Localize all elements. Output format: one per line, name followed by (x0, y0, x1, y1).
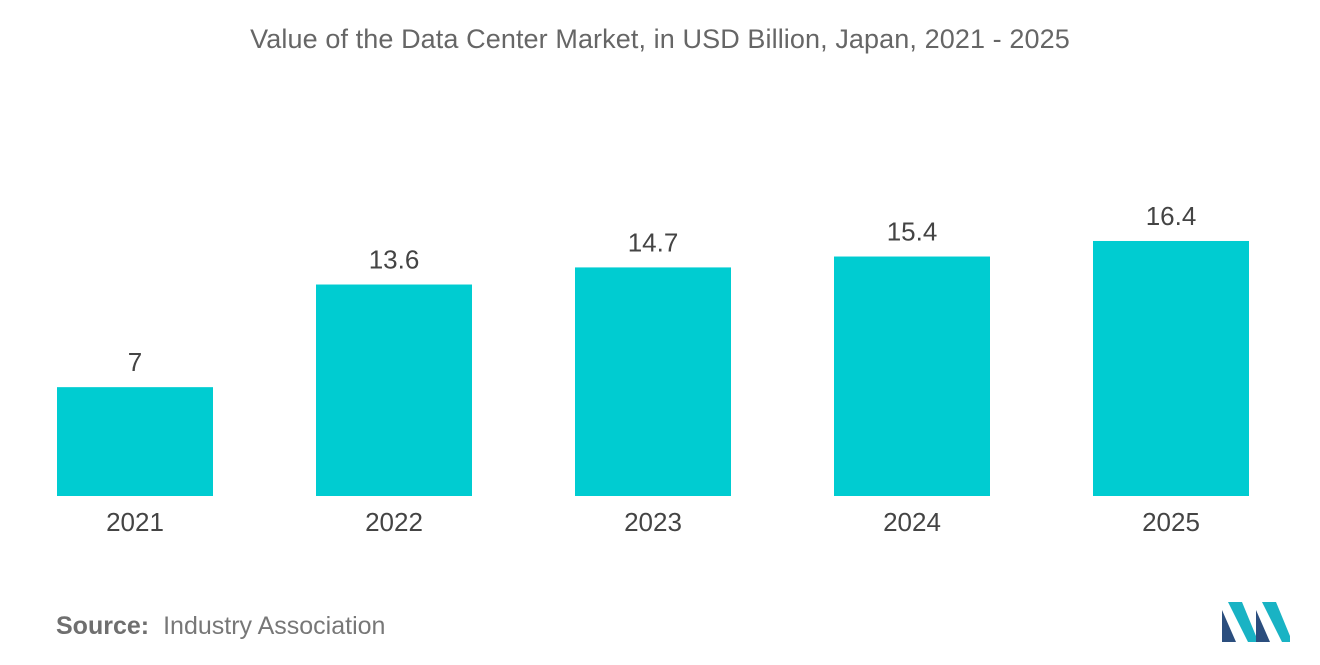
data-label-2022: 13.6 (369, 245, 420, 275)
source-label: Source: (56, 612, 150, 640)
x-tick-label-2023: 2023 (624, 507, 682, 537)
bar-chart: 7 2021 13.6 2022 14.7 2023 15.4 2024 16.4 2025 (57, 201, 1249, 537)
x-tick-label-2024: 2024 (883, 507, 941, 537)
data-label-2025: 16.4 (1146, 201, 1197, 231)
data-label-2023: 14.7 (628, 227, 679, 257)
bar-2021 (57, 387, 213, 496)
source-line: Source: Industry Association (56, 612, 385, 641)
mordor-intelligence-logo-icon (1222, 602, 1290, 642)
bar-2024 (834, 256, 990, 496)
data-label-2021: 7 (128, 347, 142, 377)
data-label-2024: 15.4 (887, 217, 938, 247)
chart-title: Value of the Data Center Market, in USD … (250, 24, 1070, 54)
x-tick-label-2021: 2021 (106, 507, 164, 537)
source-value: Industry Association (163, 612, 386, 640)
x-tick-label-2022: 2022 (365, 507, 423, 537)
x-tick-label-2025: 2025 (1142, 507, 1200, 537)
bar-2023 (575, 267, 731, 496)
bar-2025 (1093, 240, 1249, 496)
bar-2022 (316, 284, 472, 496)
